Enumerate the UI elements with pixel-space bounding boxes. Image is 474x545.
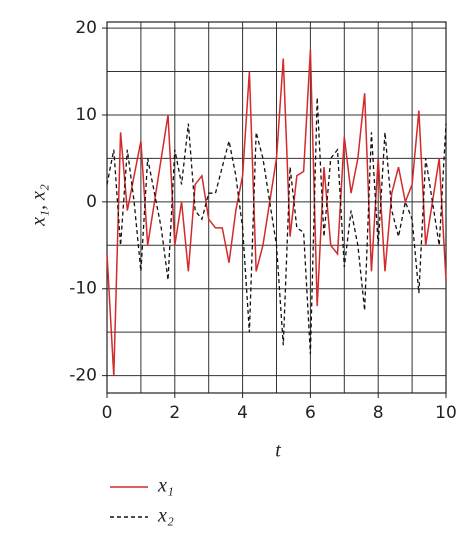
y-tick-label: 10 (75, 105, 97, 125)
plot-frame (106, 21, 447, 394)
y-axis-label: x₁, x₂ (28, 184, 50, 227)
x-axis-label: t (275, 440, 281, 462)
x-tick-label: 10 (435, 403, 457, 423)
y-tick-label: 0 (86, 192, 97, 212)
series-line (106, 97, 447, 354)
y-tick-label: 20 (75, 18, 97, 38)
legend-label: x₂ (157, 505, 174, 527)
x-tick-label: 4 (237, 403, 248, 423)
x-tick-label: 2 (169, 403, 180, 423)
y-tick-label: -10 (69, 279, 97, 299)
y-tick-label: -20 (69, 366, 97, 386)
x-tick-label: 8 (373, 403, 384, 423)
series-line (106, 49, 447, 376)
x-tick-label: 0 (102, 403, 113, 423)
legend-label: x₁ (157, 475, 174, 497)
x-tick-label: 6 (305, 403, 316, 423)
